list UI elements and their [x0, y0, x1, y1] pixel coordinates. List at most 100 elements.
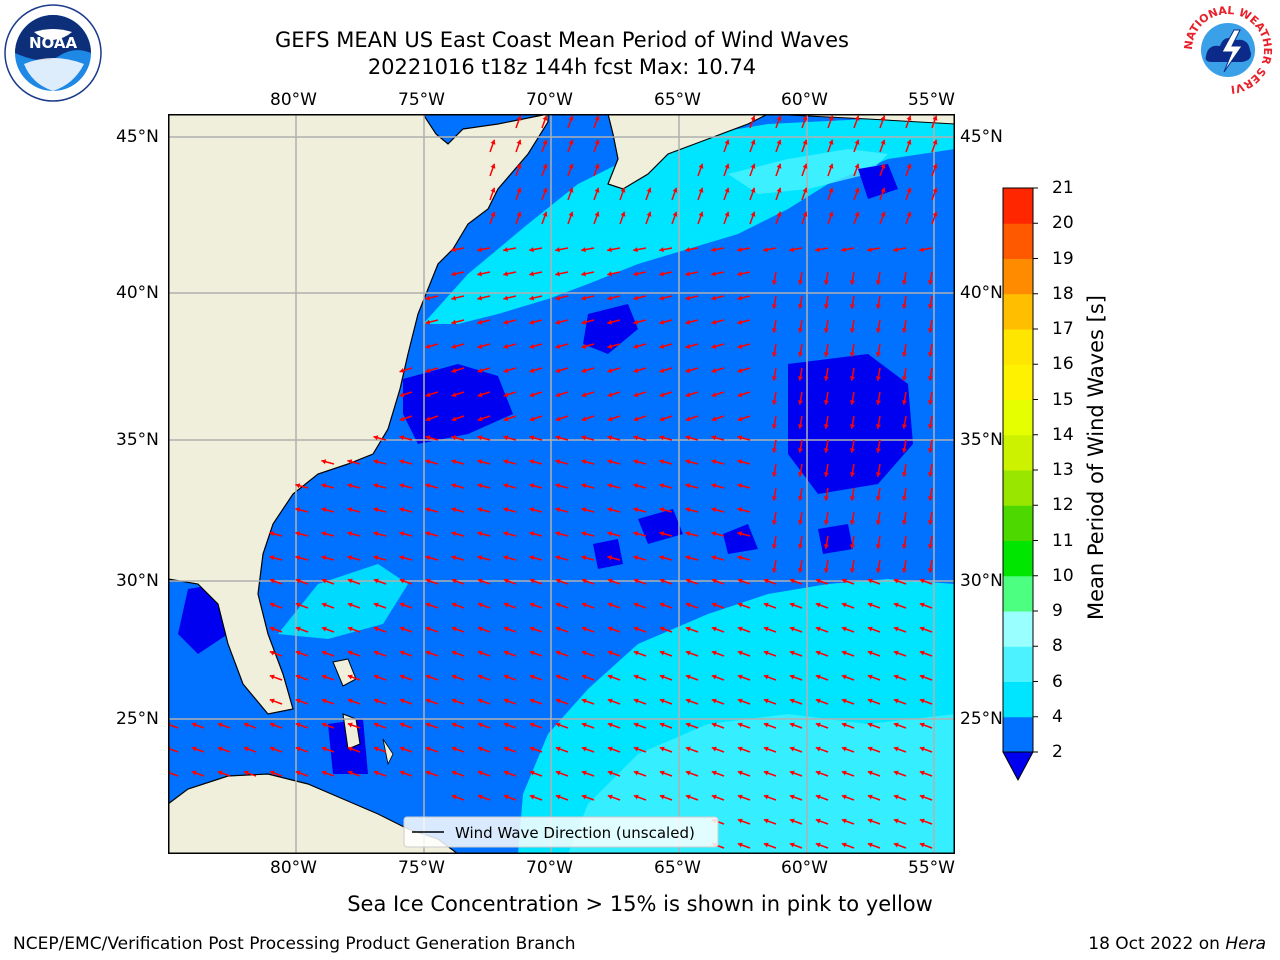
wind-arrow-head — [802, 139, 808, 145]
colorbar-swatch — [1003, 540, 1033, 577]
wind-arrow-head — [685, 770, 691, 776]
dark-patch-east — [788, 354, 913, 494]
wind-arrow-head — [659, 416, 665, 422]
wind-arrow-head — [797, 544, 804, 549]
wind-arrow-head — [321, 626, 327, 632]
wind-arrow-head — [737, 746, 743, 752]
wind-arrow-head — [685, 392, 691, 398]
colorbar-swatch — [1003, 575, 1033, 612]
wind-arrow-head — [295, 626, 301, 632]
wind-arrow-head — [607, 674, 613, 680]
wind-arrow-head — [711, 368, 717, 373]
wind-arrow-head — [659, 674, 665, 680]
wind-arrow-head — [802, 211, 808, 217]
wind-arrow-head — [685, 698, 691, 704]
wind-arrow-head — [849, 520, 856, 525]
wind-arrow-head — [875, 400, 882, 405]
wind-arrow-head — [633, 794, 639, 800]
wind-arrow-head — [321, 650, 327, 656]
wind-arrow-head — [737, 555, 743, 561]
wind-arrow-head — [797, 568, 804, 573]
wind-arrow-head — [927, 448, 934, 453]
wind-arrow-head — [425, 319, 431, 325]
wind-arrow-head — [828, 139, 834, 145]
wind-arrow-head — [555, 507, 561, 513]
wind-arrow-head — [581, 794, 587, 800]
map-canvas: Wind Wave Direction (unscaled) — [168, 114, 955, 854]
wind-arrow-head — [724, 187, 730, 193]
wind-arrow-head — [776, 187, 782, 193]
wind-arrow-head — [516, 187, 522, 193]
wind-arrow-head — [659, 770, 665, 776]
wind-arrow-head — [633, 507, 639, 513]
wind-arrow-head — [347, 770, 353, 776]
wind-arrow-head — [529, 555, 535, 561]
land-nova-scotia — [607, 114, 769, 190]
wind-arrow-head — [295, 602, 301, 608]
map-panel: Wind Wave Direction (unscaled) — [168, 114, 955, 854]
wind-arrow-head — [672, 211, 678, 217]
wind-arrow-head — [698, 187, 704, 193]
wind-arrow-head — [919, 578, 925, 584]
issue-date-text: 18 Oct 2022 on — [1088, 934, 1226, 954]
wind-arrow-head — [823, 496, 830, 501]
wind-arrow-head — [347, 746, 353, 752]
wind-arrow-head — [633, 343, 639, 349]
wind-arrow-head — [191, 722, 197, 728]
wind-arrow-head — [919, 794, 925, 800]
wind-arrow-head — [529, 435, 535, 441]
wind-arrow-head — [737, 842, 743, 848]
wind-arrow-head — [875, 472, 882, 477]
wind-arrow-head — [750, 139, 756, 145]
wind-arrow-head — [503, 674, 509, 680]
wind-arrow-head — [789, 674, 795, 680]
wind-arrow-head — [854, 163, 860, 169]
wind-arrow-head — [542, 211, 548, 217]
wind-arrow-head — [425, 626, 431, 632]
wind-arrow-head — [451, 507, 457, 513]
wind-arrow-head — [867, 247, 872, 253]
wind-arrow-head — [685, 271, 691, 277]
wind-arrow-head — [849, 328, 856, 333]
wind-arrow-head — [503, 319, 509, 325]
wind-arrow-head — [815, 626, 821, 632]
wind-arrow-head — [607, 459, 613, 465]
wind-arrow-head — [425, 343, 431, 349]
wind-arrow-head — [516, 163, 522, 169]
wind-arrow-head — [880, 187, 886, 193]
wind-arrow-head — [901, 520, 908, 525]
wind-arrow-head — [529, 698, 535, 704]
wind-arrow-head — [399, 674, 405, 680]
wind-arrow-head — [685, 343, 691, 349]
land-us-east-coast — [168, 114, 549, 715]
wind-arrow-head — [815, 247, 820, 253]
wind-arrow-head — [797, 424, 804, 429]
branch-credit: NCEP/EMC/Verification Post Processing Pr… — [13, 934, 576, 954]
wind-arrow-head — [373, 674, 379, 680]
wind-arrow-head — [919, 770, 925, 776]
wind-arrow-head — [503, 295, 509, 301]
lon-label-bottom-80w: 80°W — [270, 858, 317, 878]
wind-arrow-head — [711, 343, 717, 349]
colorbar-tick-label: 15 — [1052, 389, 1074, 410]
wind-arrow-head — [633, 459, 639, 465]
wind-arrow-head — [737, 674, 743, 680]
wind-arrow-head — [451, 343, 457, 349]
wind-arrow-head — [607, 483, 613, 489]
wind-arrow-head — [477, 698, 483, 704]
wind-arrow-head — [425, 483, 431, 489]
wind-arrow-head — [789, 698, 795, 704]
wind-arrow-head — [581, 416, 587, 422]
wind-arrow-head — [581, 507, 587, 513]
wind-arrow-head — [529, 483, 535, 489]
lat-label-right-40n: 40°N — [960, 283, 1003, 303]
wind-arrow-head — [685, 295, 691, 301]
wind-arrow-head — [451, 531, 457, 537]
colorbar-swatch — [1003, 188, 1033, 224]
lon-label-top-75w: 75°W — [398, 90, 445, 110]
wind-arrow-head — [646, 187, 652, 193]
wind-arrow-head — [659, 459, 665, 465]
wind-arrow-head — [347, 602, 353, 608]
wind-arrow-head — [425, 531, 431, 537]
wind-arrow-head — [841, 698, 847, 704]
